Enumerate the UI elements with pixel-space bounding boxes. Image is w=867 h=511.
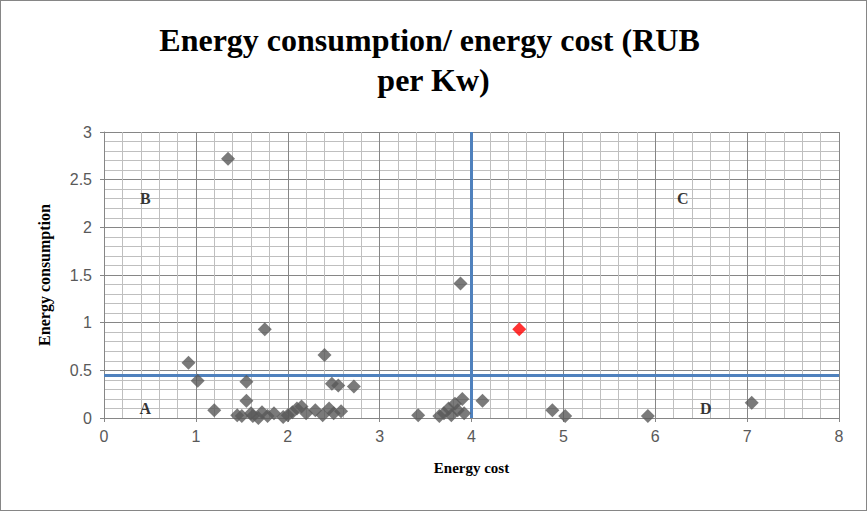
svg-text:4: 4	[467, 428, 476, 445]
svg-text:7: 7	[743, 428, 752, 445]
svg-text:5: 5	[559, 428, 568, 445]
svg-text:D: D	[700, 400, 712, 417]
svg-text:1: 1	[191, 428, 200, 445]
svg-text:0: 0	[100, 428, 109, 445]
svg-text:2.5: 2.5	[70, 171, 92, 188]
svg-text:B: B	[140, 190, 151, 207]
svg-text:0: 0	[83, 410, 92, 427]
svg-text:8: 8	[835, 428, 844, 445]
svg-text:Energy consumption: Energy consumption	[36, 204, 54, 346]
svg-text:C: C	[677, 190, 689, 207]
svg-text:3: 3	[375, 428, 384, 445]
svg-text:A: A	[140, 400, 152, 417]
svg-text:Energy cost: Energy cost	[434, 460, 509, 476]
svg-text:1.5: 1.5	[70, 267, 92, 284]
svg-text:2: 2	[83, 219, 92, 236]
svg-text:2: 2	[283, 428, 292, 445]
svg-text:per Kw): per Kw)	[377, 62, 489, 98]
svg-text:0.5: 0.5	[70, 362, 92, 379]
svg-text:3: 3	[83, 124, 92, 141]
svg-text:6: 6	[651, 428, 660, 445]
svg-text:Energy consumption/ energy cos: Energy consumption/ energy cost (RUB	[159, 22, 707, 58]
svg-text:1: 1	[83, 314, 92, 331]
